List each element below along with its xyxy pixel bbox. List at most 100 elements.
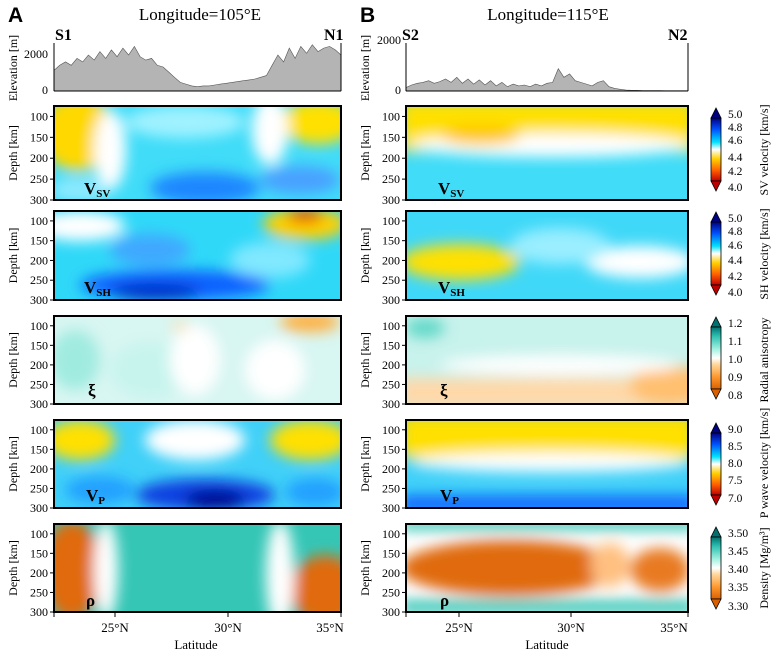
elev-a-label: Elevation [m] [6, 35, 20, 101]
depth-tick-label: 200 [30, 151, 48, 165]
depth-tick-label: 200 [382, 253, 400, 267]
depth-axis-label: Depth [km] [6, 228, 20, 284]
colorbar-rho-label: Density [Mg/m³] [757, 527, 771, 608]
row-symbol-b-vsh: VSH [438, 278, 465, 299]
depth-tick-label: 300 [30, 501, 48, 515]
depth-tick-label: 250 [382, 377, 400, 391]
depth-axis-label: Depth [km] [358, 228, 372, 284]
svg-text:3.30: 3.30 [728, 601, 748, 613]
colorbar-vp: 9.0 8.5 8.0 7.5 7.0 P wave velocity [km/… [710, 408, 771, 519]
lat-a-tick-35: 35°N [316, 620, 344, 635]
depth-tick-label: 200 [382, 151, 400, 165]
depth-axis-label: Depth [km] [358, 540, 372, 596]
svg-text:4.2: 4.2 [728, 166, 743, 178]
depth-tick-label: 200 [30, 358, 48, 372]
svg-text:4.6: 4.6 [728, 135, 743, 147]
section-a-rho [53, 523, 342, 613]
depth-tick-label: 250 [382, 273, 400, 287]
svg-text:1.0: 1.0 [728, 354, 743, 366]
depth-tick-label: 200 [382, 462, 400, 476]
svg-text:4.6: 4.6 [728, 240, 743, 252]
section-a-vsv [53, 105, 342, 201]
depth-tick-label: 200 [382, 566, 400, 580]
svg-text:5.0: 5.0 [728, 109, 743, 121]
colorbar-vp-label: P wave velocity [km/s] [757, 408, 771, 519]
svg-text:3.50: 3.50 [728, 528, 748, 540]
depth-tick-label: 300 [382, 605, 400, 619]
profile-a-end-label: N1 [324, 27, 344, 44]
section-a-vp [53, 419, 342, 509]
svg-text:4.8: 4.8 [728, 122, 743, 134]
depth-tick-label: 100 [382, 214, 400, 228]
profile-b-end-label: N2 [668, 27, 688, 44]
depth-tick-label: 250 [30, 481, 48, 495]
row-symbol-a-vsv: VSV [84, 179, 110, 200]
depth-tick-label: 100 [382, 319, 400, 333]
svg-text:9.0: 9.0 [728, 424, 743, 436]
depth-tick-label: 100 [30, 214, 48, 228]
svg-text:7.5: 7.5 [728, 475, 743, 487]
depth-tick-label: 300 [30, 397, 48, 411]
svg-text:8.0: 8.0 [728, 458, 743, 470]
panel-a-letter: A [8, 4, 23, 27]
elev-b-tick-2000: 2000 [377, 33, 401, 47]
elevation-profile-a: S1 N1 2000 0 Elevation [m] [6, 27, 344, 101]
depth-tick-label: 100 [30, 527, 48, 541]
depth-axis-label: Depth [km] [358, 125, 372, 181]
colorbar-rho: 3.50 3.45 3.40 3.35 3.30 Density [Mg/m³] [710, 526, 771, 613]
terrain-a [53, 44, 342, 92]
lat-a-tick-30: 30°N [214, 620, 242, 635]
svg-text:1.1: 1.1 [728, 336, 743, 348]
section-b-rho [405, 523, 689, 613]
depth-tick-label: 150 [382, 442, 400, 456]
profile-a-start-label: S1 [55, 27, 72, 44]
svg-text:1.2: 1.2 [728, 318, 743, 330]
panel-b-title: Longitude=115°E [487, 5, 609, 24]
depth-tick-label: 150 [30, 130, 48, 144]
svg-text:4.2: 4.2 [728, 271, 743, 283]
depth-tick-label: 200 [382, 358, 400, 372]
depth-tick-label: 150 [382, 234, 400, 248]
section-a-vsh [53, 210, 342, 301]
colorbar-xi-label: Radial anisotropy [757, 318, 771, 403]
elevation-profile-b: S2 N2 2000 0 Elevation [m] [358, 27, 689, 101]
elev-b-tick-0: 0 [395, 83, 401, 97]
depth-tick-label: 150 [30, 234, 48, 248]
colorbar-vsv-label: SV velocity [km/s] [757, 104, 771, 195]
depth-tick-label: 250 [382, 585, 400, 599]
lat-b-tick-30: 30°N [557, 620, 585, 635]
svg-text:VSH: VSH [84, 278, 111, 299]
lat-b-label: Latitude [525, 637, 569, 652]
colorbar-vsh-label: SH velocity [km/s] [757, 208, 771, 299]
depth-tick-label: 250 [30, 273, 48, 287]
row-symbol-b-vp: VP [440, 486, 459, 507]
row-symbol-b-vsv: VSV [438, 179, 464, 200]
svg-text:8.5: 8.5 [728, 441, 743, 453]
depth-tick-label: 100 [382, 527, 400, 541]
depth-tick-label: 200 [30, 566, 48, 580]
depth-axis-label: Depth [km] [6, 436, 20, 492]
depth-tick-label: 200 [30, 462, 48, 476]
terrain-b [405, 68, 689, 92]
depth-tick-label: 200 [30, 253, 48, 267]
elev-a-tick-0: 0 [42, 83, 48, 97]
svg-text:4.4: 4.4 [728, 152, 743, 164]
depth-tick-label: 250 [382, 172, 400, 186]
panel-b-letter: B [360, 4, 375, 27]
depth-axis-label: Depth [km] [358, 332, 372, 388]
latitude-axis-a: 25°N 30°N 35°N Latitude [53, 612, 344, 652]
depth-tick-label: 150 [382, 546, 400, 560]
svg-text:3.35: 3.35 [728, 582, 748, 594]
depth-tick-label: 100 [382, 423, 400, 437]
depth-tick-label: 250 [30, 172, 48, 186]
svg-text:4.4: 4.4 [728, 255, 743, 267]
lat-a-tick-25: 25°N [101, 620, 129, 635]
row-symbol-b-xi: ξ [440, 381, 448, 400]
svg-text:3.45: 3.45 [728, 546, 748, 558]
lat-b-tick-25: 25°N [445, 620, 473, 635]
row-symbol-a-vp: VP [86, 486, 105, 507]
depth-tick-label: 300 [382, 501, 400, 515]
depth-tick-label: 250 [30, 377, 48, 391]
depth-tick-label: 300 [382, 193, 400, 207]
colorbar-vsv: 5.0 4.8 4.6 4.4 4.2 4.0 SV velocity [km/… [710, 104, 771, 196]
